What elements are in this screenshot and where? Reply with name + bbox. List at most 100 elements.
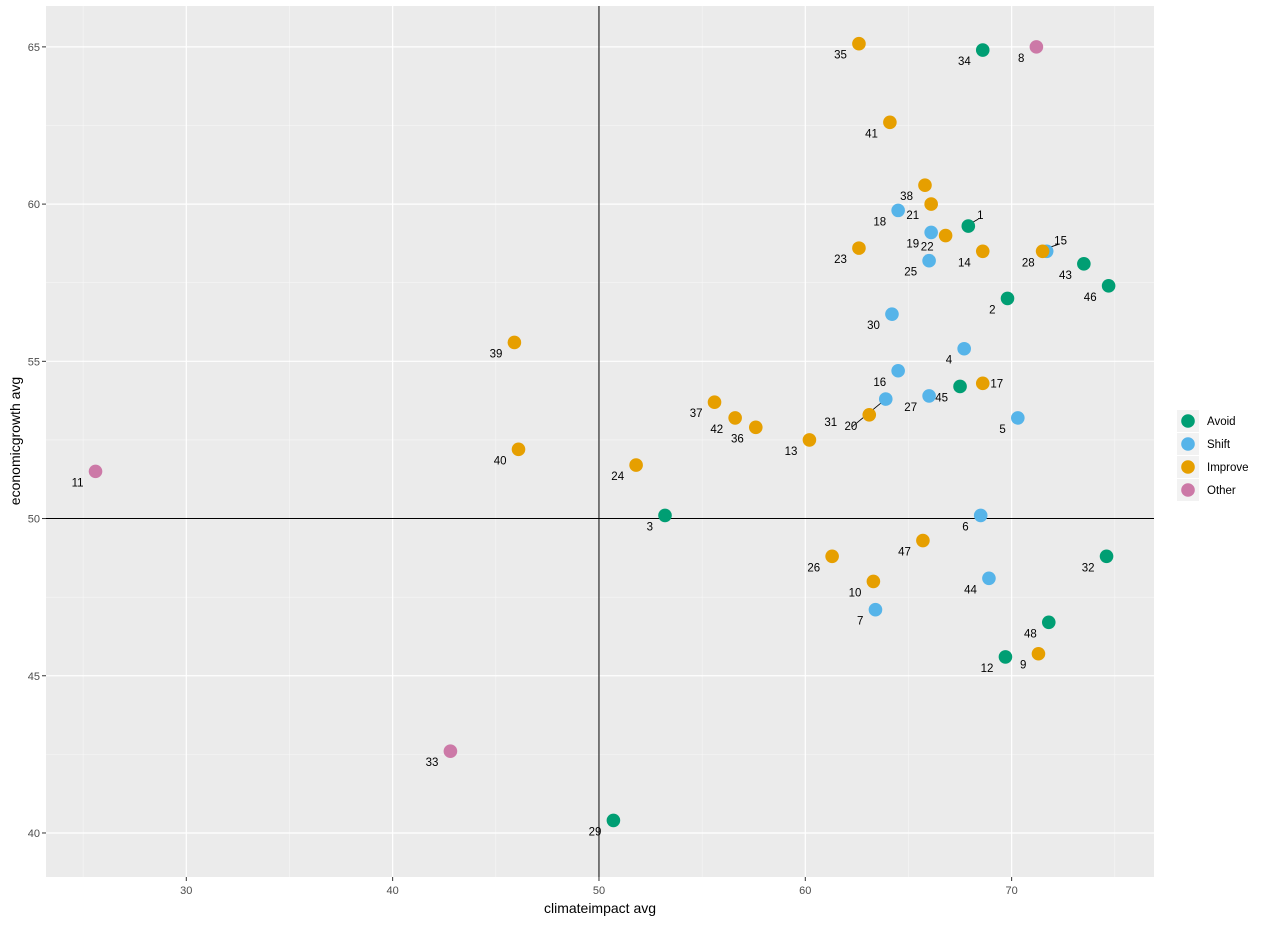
data-point <box>961 219 976 233</box>
point-label: 7 <box>857 616 863 628</box>
point-label: 32 <box>1082 562 1095 574</box>
legend-label-shift: Shift <box>1207 439 1231 451</box>
x-tick-label: 30 <box>180 885 192 897</box>
point-label: 27 <box>904 402 917 414</box>
point-label: 39 <box>490 348 503 360</box>
data-point <box>957 341 971 356</box>
point-label: 4 <box>946 355 953 367</box>
data-point <box>1029 40 1044 54</box>
point-label: 12 <box>981 663 994 675</box>
data-point <box>1031 646 1046 661</box>
data-point <box>1011 411 1025 425</box>
point-label: 16 <box>873 377 886 389</box>
data-point <box>953 379 967 394</box>
point-label: 36 <box>731 433 744 445</box>
data-point <box>885 307 899 321</box>
data-point <box>443 744 458 759</box>
point-label: 46 <box>1084 292 1097 304</box>
data-point <box>825 549 839 564</box>
point-label: 14 <box>958 257 971 269</box>
data-point <box>802 433 817 447</box>
point-label: 26 <box>807 562 820 574</box>
y-tick-label: 65 <box>28 42 40 54</box>
data-point <box>998 650 1013 664</box>
y-tick-label: 55 <box>28 356 40 368</box>
y-tick-label: 60 <box>28 199 40 211</box>
data-point <box>1099 549 1114 564</box>
y-tick-label: 50 <box>28 514 40 526</box>
data-point <box>973 508 988 523</box>
data-point <box>982 571 996 586</box>
point-label: 22 <box>921 242 934 254</box>
point-label: 19 <box>906 238 919 250</box>
legend-key-improve <box>1181 460 1195 474</box>
data-points <box>88 36 1116 828</box>
point-label: 35 <box>834 50 847 62</box>
data-point <box>852 241 866 255</box>
x-axis-title: climateimpact avg <box>544 900 656 916</box>
data-point <box>891 363 905 378</box>
data-point <box>922 389 936 403</box>
point-label: 48 <box>1024 628 1037 640</box>
point-label: 6 <box>962 521 968 533</box>
point-label: 9 <box>1020 660 1026 672</box>
data-point <box>878 392 893 406</box>
data-point <box>924 225 938 240</box>
legend-label-avoid: Avoid <box>1207 416 1236 428</box>
point-label: 23 <box>834 254 847 266</box>
point-label: 40 <box>494 455 507 467</box>
data-point <box>658 508 672 523</box>
point-label: 38 <box>900 191 913 203</box>
legend-label-other: Other <box>1207 485 1236 497</box>
data-point <box>883 115 897 130</box>
data-point <box>629 458 643 472</box>
data-point <box>891 203 905 218</box>
point-label: 8 <box>1018 53 1024 65</box>
x-tick-label: 50 <box>593 885 605 897</box>
data-point <box>1035 244 1050 259</box>
point-label: 18 <box>873 216 886 228</box>
data-point <box>1000 291 1015 306</box>
data-point <box>924 197 938 211</box>
y-axis-title: economicgrowth avg <box>7 377 23 505</box>
point-label: 37 <box>690 408 703 420</box>
point-label: 21 <box>906 210 919 222</box>
data-point <box>606 813 621 828</box>
point-label: 30 <box>867 320 880 332</box>
point-label: 3 <box>647 521 653 533</box>
point-label: 28 <box>1022 257 1035 269</box>
point-labels: 1231229323443454648456716181925272830314… <box>72 50 1097 839</box>
data-point <box>511 442 526 457</box>
point-label: 42 <box>710 424 723 436</box>
point-label: 5 <box>999 424 1005 436</box>
point-label: 41 <box>865 128 878 140</box>
data-point <box>88 464 103 479</box>
point-label: 10 <box>849 587 862 599</box>
data-point <box>852 36 866 51</box>
panel-background <box>46 6 1154 877</box>
point-label: 33 <box>426 757 439 769</box>
data-point <box>1041 615 1056 630</box>
point-label: 20 <box>844 421 857 433</box>
point-label: 24 <box>611 471 624 483</box>
x-tick-label: 40 <box>387 885 399 897</box>
data-point <box>938 228 953 243</box>
legend-key-avoid <box>1181 414 1195 428</box>
legend-key-other <box>1181 483 1195 497</box>
data-point <box>916 533 930 548</box>
data-point <box>975 244 990 259</box>
legend: Avoid Shift Improve Other <box>1177 410 1249 501</box>
y-axis-ticks: 40 45 50 55 60 65 <box>28 42 46 840</box>
point-label: 47 <box>898 547 911 559</box>
minor-gridlines <box>46 6 1154 877</box>
point-label: 44 <box>964 584 977 596</box>
point-label: 17 <box>990 378 1003 390</box>
data-point <box>707 395 722 409</box>
point-label: 34 <box>958 56 971 68</box>
point-label: 29 <box>589 826 602 838</box>
point-label: 2 <box>989 304 995 316</box>
point-label: 1 <box>977 210 983 222</box>
point-label: 15 <box>1054 235 1067 247</box>
point-label: 43 <box>1059 270 1072 282</box>
